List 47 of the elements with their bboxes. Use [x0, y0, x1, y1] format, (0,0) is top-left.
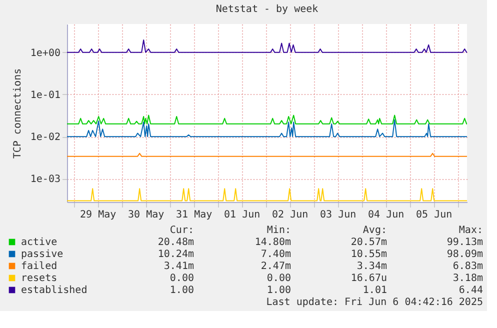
text: 98.09m [446, 249, 483, 260]
x-tick-label: 29 May [80, 210, 116, 220]
text: 16.67u [350, 273, 387, 284]
text: 0.00 [266, 273, 291, 284]
text: Avg: [362, 225, 387, 236]
x-tick-label: 04 Jun [368, 210, 404, 220]
line-series [67, 114, 467, 124]
legend-label: passive [21, 249, 64, 260]
legend-label: established [21, 285, 88, 296]
legend-label: resets [21, 273, 58, 284]
text: 1.00 [170, 285, 194, 296]
text: 14.80m [254, 237, 291, 248]
text: 10.24m [158, 249, 194, 260]
y-axis-title: TCP connections [12, 68, 24, 159]
line-series [67, 119, 467, 138]
text: 99.13m [446, 237, 483, 248]
text: 3.34m [356, 261, 387, 272]
text: 6.44 [458, 285, 483, 296]
x-tick-label: 03 Jun [320, 210, 356, 220]
text: 10.55m [350, 249, 387, 260]
text: 1.00 [266, 285, 291, 296]
legend-label: active [21, 237, 58, 248]
text: Last update: Fri Jun 6 04:42:16 2025 [266, 297, 483, 308]
text: 3.41m [164, 261, 194, 272]
x-tick-label: 01 Jun [224, 210, 260, 220]
text: 7.40m [260, 249, 291, 260]
x-tick-label: 02 Jun [272, 210, 308, 220]
text: 0.00 [170, 273, 194, 284]
y-tick-label: 1e-02 [30, 132, 60, 144]
text: 20.48m [158, 237, 194, 248]
legend-label: failed [21, 261, 58, 272]
text: 20.57m [350, 237, 387, 248]
y-tick-label: 1e-03 [30, 174, 60, 186]
chart-title: Netstat - by week [216, 4, 318, 15]
y-tick-label: 1e-01 [30, 90, 60, 101]
x-tick-label: 31 May [176, 210, 212, 220]
text: 2.47m [260, 261, 291, 272]
text: 6.83m [452, 261, 483, 272]
text: Max: [458, 225, 483, 236]
text: 1.01 [362, 285, 387, 296]
line-series [67, 40, 467, 53]
y-tick-label: 1e+00 [30, 48, 60, 59]
x-tick-label: 05 Jun [416, 210, 452, 220]
text: Cur: [170, 225, 194, 236]
text: 3.18m [452, 273, 483, 284]
x-tick-label: 30 May [128, 210, 164, 220]
text: Min: [266, 225, 291, 236]
